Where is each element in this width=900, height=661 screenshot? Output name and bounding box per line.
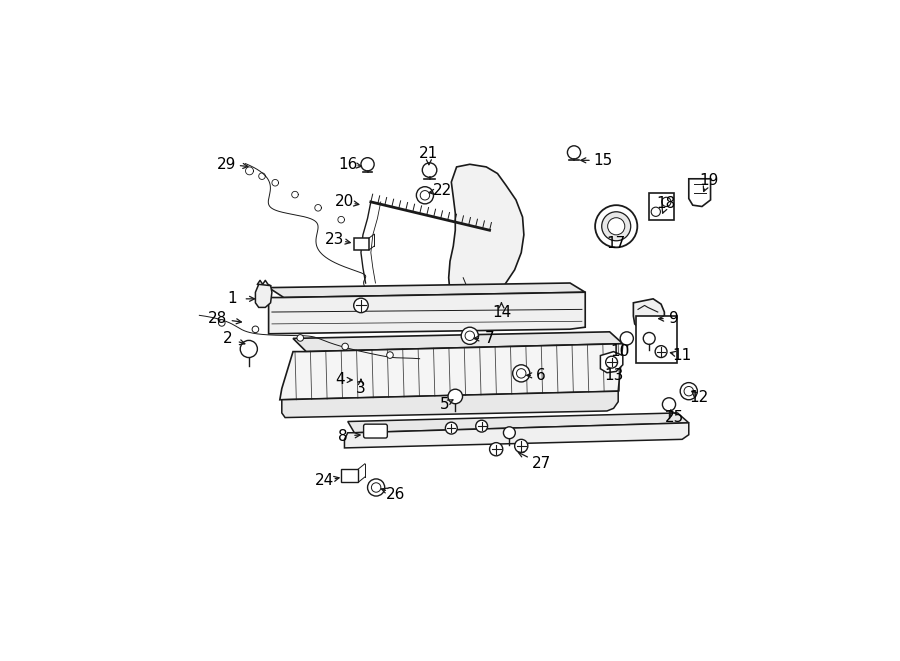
Circle shape [372,483,381,492]
Text: 4: 4 [335,372,345,387]
Polygon shape [688,178,710,206]
Polygon shape [256,284,272,307]
Circle shape [655,346,667,358]
Text: 6: 6 [536,368,546,383]
Bar [355,238,369,250]
Text: 17: 17 [607,236,625,251]
Circle shape [422,163,436,177]
Circle shape [684,387,694,396]
Text: 28: 28 [208,311,228,326]
Circle shape [490,443,503,456]
Text: 11: 11 [672,348,692,363]
Circle shape [354,298,368,313]
Text: 16: 16 [338,157,357,172]
Bar [649,193,674,219]
Bar [341,469,358,483]
Text: 18: 18 [657,196,676,212]
Text: 5: 5 [440,397,449,412]
Circle shape [342,343,348,350]
Bar [636,316,677,364]
Circle shape [476,420,488,432]
FancyBboxPatch shape [364,424,387,438]
Text: 14: 14 [491,305,511,319]
Text: 8: 8 [338,428,348,444]
Text: 12: 12 [689,390,709,405]
Circle shape [446,422,457,434]
Text: 23: 23 [325,232,345,247]
Polygon shape [600,352,623,373]
Circle shape [652,207,661,216]
Circle shape [662,398,676,411]
Circle shape [503,427,516,439]
Circle shape [567,146,580,159]
Text: 25: 25 [664,410,684,425]
Polygon shape [449,165,524,312]
Polygon shape [280,344,623,400]
Circle shape [252,326,258,332]
Polygon shape [293,332,623,352]
Polygon shape [268,283,585,297]
Circle shape [662,197,671,206]
Polygon shape [345,423,688,448]
Text: 26: 26 [386,486,406,502]
Text: 15: 15 [593,153,613,168]
Text: 29: 29 [218,157,237,172]
Text: 7: 7 [485,331,494,346]
Text: 2: 2 [223,331,232,346]
Text: 3: 3 [356,381,365,396]
Polygon shape [268,292,585,334]
Polygon shape [634,299,664,332]
Circle shape [465,331,474,340]
Text: 9: 9 [670,311,680,326]
Text: 21: 21 [419,146,438,161]
Polygon shape [282,391,618,418]
Polygon shape [347,413,688,433]
Circle shape [240,340,257,358]
Circle shape [361,158,374,171]
Circle shape [420,190,429,200]
Circle shape [608,217,625,235]
Text: 13: 13 [604,368,624,383]
Text: 22: 22 [433,183,452,198]
Text: 10: 10 [610,344,630,359]
Circle shape [515,440,527,453]
Circle shape [219,320,225,327]
Text: 20: 20 [335,194,354,210]
Circle shape [517,369,526,378]
Circle shape [448,389,463,404]
Text: 19: 19 [699,173,718,188]
Text: 27: 27 [531,456,551,471]
Circle shape [513,365,530,382]
Circle shape [297,334,303,341]
Circle shape [644,332,655,344]
Circle shape [606,356,617,368]
Circle shape [461,327,479,344]
Circle shape [620,332,634,345]
Circle shape [595,205,637,247]
Text: 1: 1 [228,292,237,306]
Circle shape [602,212,631,241]
Circle shape [680,383,698,400]
Text: 24: 24 [315,473,334,488]
Circle shape [417,186,434,204]
Circle shape [367,479,384,496]
Circle shape [387,352,393,358]
